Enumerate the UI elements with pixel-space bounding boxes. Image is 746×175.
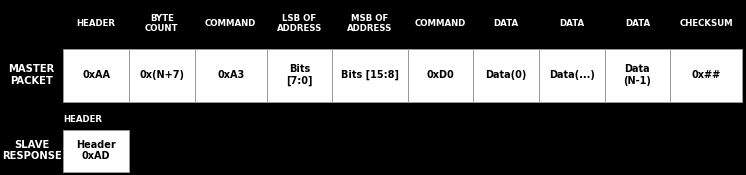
Bar xyxy=(604,49,670,102)
Text: 0xA3: 0xA3 xyxy=(217,70,244,80)
Text: Bits
[7:0]: Bits [7:0] xyxy=(286,64,313,86)
Text: CHECKSUM: CHECKSUM xyxy=(680,19,733,28)
Text: Header
0xAD: Header 0xAD xyxy=(76,140,116,161)
Text: Data(0): Data(0) xyxy=(486,70,527,80)
Bar xyxy=(63,130,129,172)
Text: LSB OF
ADDRESS: LSB OF ADDRESS xyxy=(277,14,322,33)
Bar xyxy=(129,49,195,102)
Bar xyxy=(670,49,742,102)
Text: 0x##: 0x## xyxy=(692,70,721,80)
Bar xyxy=(474,49,539,102)
Text: DATA: DATA xyxy=(624,19,650,28)
Bar xyxy=(195,49,267,102)
Text: DATA: DATA xyxy=(494,19,518,28)
Text: 0x(N+7): 0x(N+7) xyxy=(140,70,184,80)
Text: MSB OF
ADDRESS: MSB OF ADDRESS xyxy=(348,14,392,33)
Text: HEADER: HEADER xyxy=(63,114,102,124)
Bar xyxy=(63,49,129,102)
Text: BYTE
COUNT: BYTE COUNT xyxy=(145,14,178,33)
Text: HEADER: HEADER xyxy=(77,19,116,28)
Text: 0xD0: 0xD0 xyxy=(427,70,454,80)
Text: Bits [15:8]: Bits [15:8] xyxy=(341,70,399,80)
Text: MASTER
PACKET: MASTER PACKET xyxy=(9,64,54,86)
Text: SLAVE
RESPONSE: SLAVE RESPONSE xyxy=(1,140,62,161)
Text: COMMAND: COMMAND xyxy=(205,19,257,28)
Text: DATA: DATA xyxy=(560,19,584,28)
Text: Data(...): Data(...) xyxy=(549,70,595,80)
Bar xyxy=(267,49,332,102)
Bar xyxy=(539,49,604,102)
Text: Data
(N-1): Data (N-1) xyxy=(624,64,651,86)
Bar xyxy=(332,49,408,102)
Bar xyxy=(408,49,474,102)
Text: COMMAND: COMMAND xyxy=(415,19,466,28)
Text: 0xAA: 0xAA xyxy=(82,70,110,80)
